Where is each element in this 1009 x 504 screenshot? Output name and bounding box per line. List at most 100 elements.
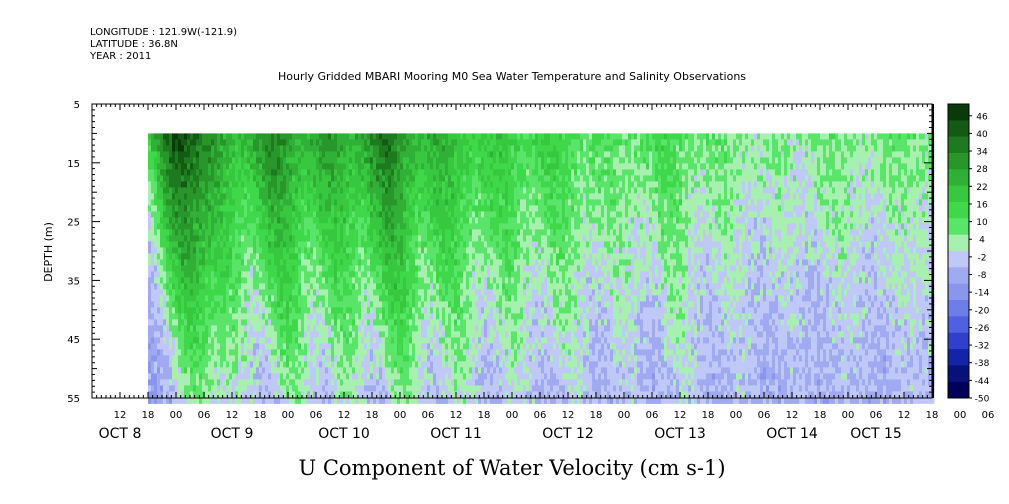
heatmap-cell — [193, 331, 197, 338]
heatmap-cell — [265, 391, 269, 398]
heatmap-cell — [343, 277, 347, 284]
heatmap-cell — [289, 343, 293, 350]
heatmap-cell — [373, 289, 377, 296]
heatmap-cell — [385, 325, 389, 332]
heatmap-cell — [364, 217, 368, 224]
heatmap-cell — [187, 271, 191, 278]
heatmap-cell — [343, 175, 347, 182]
heatmap-cell — [397, 361, 401, 368]
heatmap-cell — [274, 169, 278, 176]
heatmap-cell — [322, 277, 326, 284]
heatmap-cell — [397, 283, 401, 290]
heatmap-cell — [430, 271, 434, 278]
heatmap-cell — [238, 163, 242, 170]
heatmap-cell — [247, 277, 251, 284]
heatmap-cell — [382, 385, 386, 392]
heatmap-cell — [220, 169, 224, 176]
heatmap-cell — [427, 289, 431, 296]
heatmap-cell — [154, 157, 158, 164]
heatmap-cell — [466, 319, 470, 326]
heatmap-cell — [304, 139, 308, 146]
heatmap-cell — [241, 277, 245, 284]
heatmap-cell — [343, 217, 347, 224]
heatmap-cell — [298, 241, 302, 248]
heatmap-cell — [433, 295, 437, 302]
heatmap-cell — [364, 181, 368, 188]
heatmap-cell — [166, 241, 170, 248]
heatmap-cell — [409, 247, 413, 254]
heatmap-cell — [259, 283, 263, 290]
heatmap-cell — [280, 151, 284, 158]
heatmap-cell — [160, 301, 164, 308]
heatmap-cell — [337, 313, 341, 320]
heatmap-cell — [427, 193, 431, 200]
heatmap-cell — [262, 277, 266, 284]
heatmap-cell — [436, 211, 440, 218]
heatmap-cell — [412, 241, 416, 248]
heatmap-cell — [430, 139, 434, 146]
heatmap-cell — [295, 199, 299, 206]
heatmap-cell — [313, 277, 317, 284]
heatmap-cell — [148, 337, 152, 344]
heatmap-cell — [454, 193, 458, 200]
heatmap-cell — [241, 169, 245, 176]
heatmap-cell — [478, 211, 482, 218]
heatmap-cell — [460, 289, 464, 296]
heatmap-cell — [316, 325, 320, 332]
heatmap-cell — [325, 265, 329, 272]
heatmap-cell — [193, 337, 197, 344]
heatmap-cell — [280, 373, 284, 380]
heatmap-cell — [328, 271, 332, 278]
heatmap-cell — [391, 379, 395, 386]
heatmap-cell — [358, 271, 362, 278]
heatmap-cell — [244, 175, 248, 182]
heatmap-cell — [334, 133, 338, 140]
heatmap-cell — [199, 157, 203, 164]
heatmap-cell — [301, 295, 305, 302]
heatmap-cell — [193, 253, 197, 260]
heatmap-cell — [241, 271, 245, 278]
heatmap-cell — [478, 277, 482, 284]
heatmap-cell — [262, 169, 266, 176]
heatmap-cell — [259, 163, 263, 170]
heatmap-cell — [154, 223, 158, 230]
heatmap-cell — [199, 145, 203, 152]
heatmap-cell — [166, 169, 170, 176]
heatmap-cell — [202, 139, 206, 146]
heatmap-cell — [334, 313, 338, 320]
heatmap-cell — [478, 265, 482, 272]
heatmap-cell — [448, 349, 452, 356]
heatmap-cell — [244, 331, 248, 338]
heatmap-cell — [460, 187, 464, 194]
heatmap-cell — [412, 295, 416, 302]
heatmap-cell — [454, 139, 458, 146]
heatmap-cell — [307, 133, 311, 140]
heatmap-cell — [343, 343, 347, 350]
heatmap-cell — [448, 397, 452, 404]
heatmap-cell — [397, 253, 401, 260]
heatmap-cell — [367, 265, 371, 272]
heatmap-cell — [253, 271, 257, 278]
heatmap-cell — [418, 379, 422, 386]
heatmap-cell — [313, 295, 317, 302]
heatmap-cell — [361, 271, 365, 278]
heatmap-cell — [232, 319, 236, 326]
heatmap-cell — [175, 265, 179, 272]
heatmap-cell — [451, 331, 455, 338]
heatmap-cell — [247, 169, 251, 176]
heatmap-cell — [253, 139, 257, 146]
heatmap-cell — [325, 379, 329, 386]
heatmap-cell — [223, 157, 227, 164]
heatmap-cell — [370, 253, 374, 260]
heatmap-cell — [382, 193, 386, 200]
heatmap-cell — [202, 307, 206, 314]
heatmap-cell — [385, 379, 389, 386]
heatmap-cell — [157, 139, 161, 146]
heatmap-cell — [244, 133, 248, 140]
heatmap-cell — [397, 151, 401, 158]
heatmap-cell — [274, 271, 278, 278]
heatmap-cell — [448, 133, 452, 140]
heatmap-cell — [424, 265, 428, 272]
heatmap-cell — [184, 379, 188, 386]
heatmap-cell — [229, 355, 233, 362]
